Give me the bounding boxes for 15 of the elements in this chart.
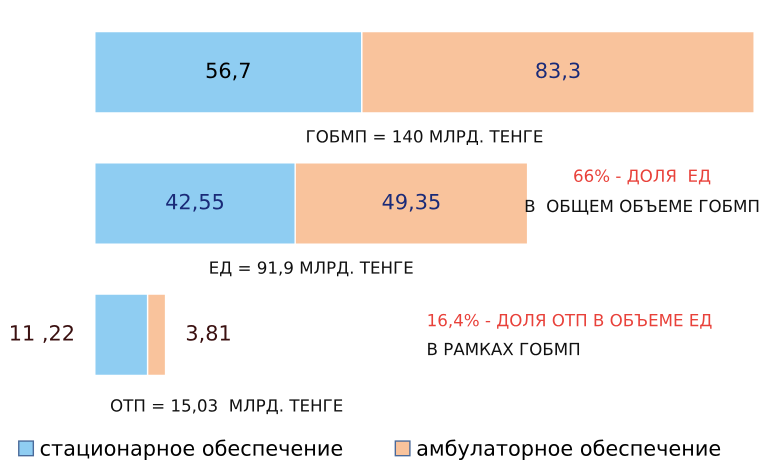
annotation: ГОБМП = 140 МЛРД. ТЕНГЕ: [307, 130, 542, 146]
annotation: ЕД = 91,9 МЛРД. ТЕНГЕ: [210, 261, 413, 276]
data-label: 56,7: [206, 62, 250, 80]
data-label: 49,35: [382, 194, 440, 212]
data-label: 42,55: [166, 194, 223, 212]
annotation: 16,4% - ДОЛЯ ОТП В ОБЪЕМЕ ЕД: [428, 314, 712, 329]
data-label: 3,81: [186, 325, 230, 343]
data-label: 83,3: [536, 62, 580, 80]
legend-label: амбулаторное обеспечение: [417, 439, 720, 460]
annotation: 66% - ДОЛЯ ЕД: [574, 169, 710, 184]
annotation: В РАМКАХ ГОБМП: [428, 342, 580, 356]
data-label: 11 ,22: [11, 325, 73, 343]
legend-label: стационарное обеспечение: [40, 439, 342, 460]
annotation: ОТП = 15,03 МЛРД. ТЕНГЕ: [110, 399, 342, 414]
annotation: В ОБЩЕМ ОБЪЕМЕ ГОБМП: [526, 200, 758, 215]
